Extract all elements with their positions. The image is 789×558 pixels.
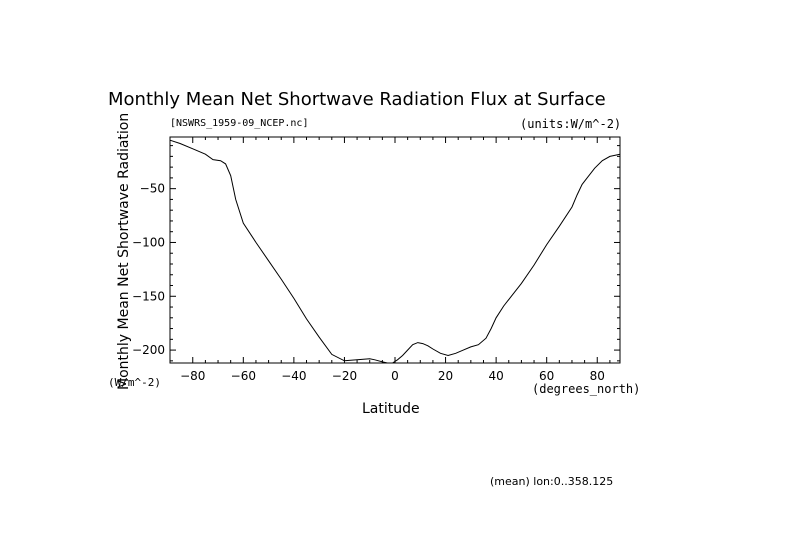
y-tick-label: −100 (132, 235, 165, 249)
y-tick-label: −150 (132, 289, 165, 303)
series-line (169, 139, 621, 364)
y-axis-units: (W/m^-2) (108, 376, 161, 389)
y-tick-label: −50 (140, 182, 165, 196)
x-tick-label: 80 (590, 369, 605, 383)
x-tick-label: 20 (438, 369, 453, 383)
units-label: (units:W/m^-2) (520, 117, 622, 131)
x-tick-label: −40 (281, 369, 306, 383)
x-tick-label: 40 (488, 369, 503, 383)
y-tick-label: −200 (132, 343, 165, 357)
x-axis-label: Latitude (362, 401, 420, 417)
chart-title: Monthly Mean Net Shortwave Radiation Flu… (108, 89, 606, 110)
footnote: (mean) lon:0..358.125 (490, 475, 614, 488)
x-tick-label: 60 (539, 369, 554, 383)
file-label: [NSWRS_1959-09_NCEP.nc] (170, 118, 309, 129)
y-axis-label: Monthly Mean Net Shortwave Radiation (116, 112, 132, 390)
x-tick-label: −60 (231, 369, 256, 383)
x-axis-units: (degrees_north) (532, 382, 641, 396)
x-tick-label: 0 (391, 369, 399, 383)
x-tick-label: −80 (180, 369, 205, 383)
x-tick-label: −20 (332, 369, 357, 383)
plot-frame (169, 136, 621, 364)
